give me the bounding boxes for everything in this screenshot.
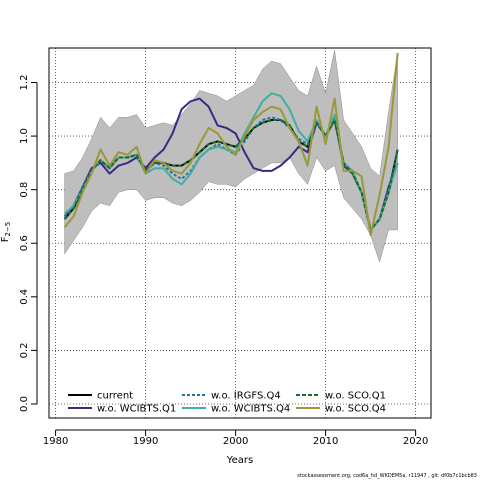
- x-tick-label-1: 1990: [133, 436, 158, 447]
- y-tick-label-1: 0.2: [19, 342, 30, 358]
- y-tick-label-0: 0.0: [19, 396, 30, 412]
- series-line-5: [63, 52, 399, 237]
- plot-frame: [48, 47, 432, 419]
- series-lines: [63, 52, 399, 237]
- axes: 1980 1990 2000 2010 2020 0.0 0.2 0.4 0.6 0.8 1.0 1.…: [19, 75, 428, 447]
- legend-label-1: w.o. WCIBTS.Q1: [97, 404, 176, 415]
- x-tick-label-2: 2000: [223, 436, 248, 447]
- y-tick-label-5: 1.0: [19, 128, 30, 144]
- x-tick-label-0: 1980: [43, 436, 68, 447]
- x-tick-label-4: 2020: [403, 436, 428, 447]
- confidence-band: [64, 50, 398, 263]
- y-tick-label-6: 1.2: [19, 75, 30, 91]
- y-tick-label-3: 0.6: [19, 235, 30, 251]
- confidence-band-layer: [64, 50, 398, 263]
- legend-label-2: w.o. IRGFS.Q4: [211, 391, 281, 402]
- legend-label-4: w.o. SCO.Q1: [325, 391, 386, 402]
- legend: current w.o. WCIBTS.Q1 w.o. IRGFS.Q4 w.o. W…: [68, 391, 386, 415]
- footer-credit: stockassessment.org, cod6a_hd_WKDEM5a, r…: [297, 473, 477, 479]
- series-line-4: [63, 119, 399, 231]
- legend-label-0: current: [97, 391, 133, 402]
- y-axis-title-main: F: [0, 236, 11, 242]
- legend-label-3: w.o. WCIBTS.Q4: [211, 404, 290, 415]
- y-tick-label-2: 0.4: [19, 289, 30, 305]
- y-axis-title-subscript: 2−5: [4, 222, 12, 237]
- x-tick-label-3: 2010: [313, 436, 338, 447]
- y-tick-label-4: 0.8: [19, 182, 30, 198]
- y-axis-title: F2−5: [0, 222, 12, 243]
- x-axis-title: Years: [226, 455, 253, 466]
- legend-label-5: w.o. SCO.Q4: [325, 404, 386, 415]
- series-line-2: [63, 116, 399, 231]
